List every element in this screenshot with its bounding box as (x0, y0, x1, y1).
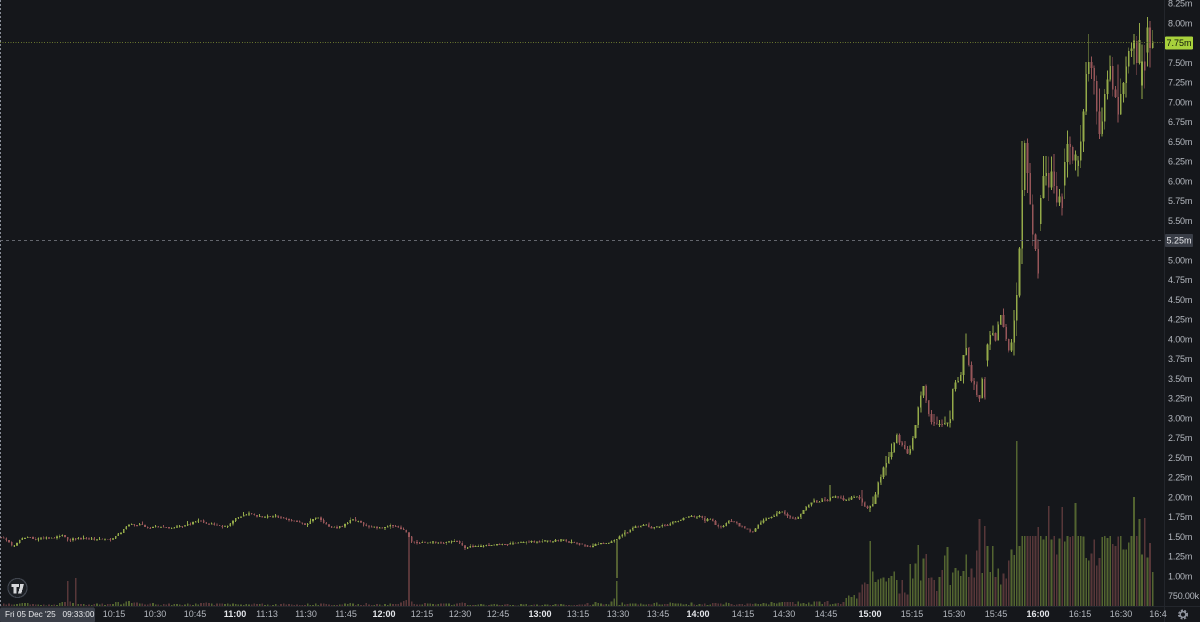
svg-text:2.50m: 2.50m (1168, 453, 1192, 463)
svg-text:3.75m: 3.75m (1168, 354, 1192, 364)
svg-text:11:13: 11:13 (256, 609, 278, 619)
svg-text:8.25m: 8.25m (1168, 0, 1192, 9)
svg-text:750.00k: 750.00k (1168, 591, 1200, 601)
svg-text:2.00m: 2.00m (1168, 492, 1192, 502)
svg-text:16:4: 16:4 (1149, 609, 1167, 619)
svg-text:2.75m: 2.75m (1168, 433, 1192, 443)
svg-text:7.25m: 7.25m (1168, 78, 1192, 88)
svg-text:6.75m: 6.75m (1168, 117, 1192, 127)
svg-text:13:15: 13:15 (567, 609, 590, 619)
svg-text:10:45: 10:45 (184, 609, 207, 619)
svg-text:13:45: 13:45 (647, 609, 670, 619)
svg-text:3.00m: 3.00m (1168, 413, 1192, 423)
svg-text:14:30: 14:30 (773, 609, 796, 619)
svg-text:14:00: 14:00 (686, 609, 709, 619)
svg-text:16:30: 16:30 (1110, 609, 1133, 619)
svg-text:12:00: 12:00 (372, 609, 395, 619)
svg-text:10:15: 10:15 (103, 609, 126, 619)
svg-text:15:15: 15:15 (901, 609, 924, 619)
svg-text:7.00m: 7.00m (1168, 98, 1192, 108)
svg-text:1.75m: 1.75m (1168, 512, 1192, 522)
svg-text:10:30: 10:30 (144, 609, 167, 619)
svg-text:1.25m: 1.25m (1168, 552, 1192, 562)
svg-text:15:00: 15:00 (858, 609, 881, 619)
svg-text:11:30: 11:30 (295, 609, 317, 619)
svg-text:8.00m: 8.00m (1168, 18, 1192, 28)
svg-text:6.00m: 6.00m (1168, 176, 1192, 186)
svg-text:4.50m: 4.50m (1168, 295, 1192, 305)
svg-text:4.75m: 4.75m (1168, 275, 1192, 285)
svg-text:6.25m: 6.25m (1168, 157, 1192, 167)
svg-text:Fri 05 Dec '25 09:33:00: Fri 05 Dec '25 09:33:00 (5, 610, 95, 619)
svg-text:1.00m: 1.00m (1168, 572, 1192, 582)
svg-text:11:45: 11:45 (335, 609, 357, 619)
svg-text:7.50m: 7.50m (1168, 58, 1192, 68)
svg-text:5.75m: 5.75m (1168, 196, 1192, 206)
svg-text:16:00: 16:00 (1026, 609, 1049, 619)
svg-text:5.00m: 5.00m (1168, 255, 1192, 265)
svg-text:15:30: 15:30 (943, 609, 966, 619)
svg-text:4.25m: 4.25m (1168, 315, 1192, 325)
svg-text:14:15: 14:15 (732, 609, 755, 619)
svg-text:14:45: 14:45 (815, 609, 838, 619)
svg-text:16:15: 16:15 (1069, 609, 1092, 619)
svg-text:13:00: 13:00 (528, 609, 551, 619)
svg-text:13:30: 13:30 (607, 609, 630, 619)
svg-text:12:15: 12:15 (411, 609, 434, 619)
svg-text:12:45: 12:45 (487, 609, 510, 619)
svg-text:12:30: 12:30 (449, 609, 472, 619)
svg-text:15:45: 15:45 (985, 609, 1008, 619)
svg-text:11:00: 11:00 (224, 609, 247, 619)
svg-text:5.50m: 5.50m (1168, 216, 1192, 226)
svg-text:4.00m: 4.00m (1168, 334, 1192, 344)
svg-text:3.25m: 3.25m (1168, 394, 1192, 404)
svg-text:5.25m: 5.25m (1166, 236, 1191, 246)
svg-text:7.75m: 7.75m (1166, 38, 1191, 48)
svg-text:6.50m: 6.50m (1168, 137, 1192, 147)
svg-text:2.25m: 2.25m (1168, 473, 1192, 483)
svg-text:1.50m: 1.50m (1168, 532, 1192, 542)
svg-text:3.50m: 3.50m (1168, 374, 1192, 384)
